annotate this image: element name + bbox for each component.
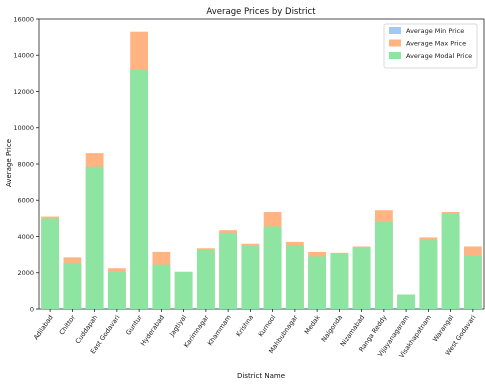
bar <box>152 264 171 309</box>
legend-label: Average Min Price <box>406 27 464 35</box>
bar <box>174 271 193 309</box>
bar <box>130 69 149 309</box>
x-tick-label: Medak <box>303 313 322 335</box>
legend: Average Min Price Average Max Price Averag… <box>383 23 478 69</box>
legend-box <box>383 23 478 69</box>
chart-title: Average Prices by District <box>206 7 316 17</box>
bar <box>352 247 371 309</box>
bar <box>441 213 460 309</box>
y-axis-label: Average Price <box>5 139 13 187</box>
bars-layer <box>41 31 482 309</box>
legend-swatch <box>389 52 401 59</box>
y-tick-label: 2000 <box>17 269 34 277</box>
x-tick-label: Adilabad <box>32 314 55 342</box>
x-axis-label: District Name <box>237 372 285 380</box>
y-tick-label: 14000 <box>13 52 34 60</box>
x-tick-label: Guntur <box>124 313 144 336</box>
bar <box>219 232 238 309</box>
y-tick-label: 6000 <box>17 197 34 205</box>
bar <box>330 253 349 309</box>
bar <box>397 294 416 309</box>
legend-swatch <box>389 27 401 34</box>
x-tick-label: Krishna <box>234 314 255 339</box>
bar <box>463 255 482 309</box>
bar <box>85 166 104 309</box>
bar <box>308 256 327 309</box>
bar <box>374 221 393 309</box>
bar <box>419 240 438 309</box>
bar <box>285 245 304 309</box>
bar <box>63 262 82 309</box>
bar <box>41 218 60 309</box>
y-tick-label: 12000 <box>13 88 34 96</box>
x-tick-label: Jagtiyal <box>167 313 188 338</box>
x-tick-label: Kurnool <box>257 313 278 338</box>
bar <box>263 226 282 309</box>
bar <box>107 271 126 309</box>
bar <box>241 245 260 309</box>
bar <box>196 250 215 309</box>
y-tick-label: 10000 <box>13 124 34 132</box>
x-tick-label: Nalgonda <box>320 314 344 344</box>
legend-label: Average Modal Price <box>406 52 472 60</box>
y-tick-label: 8000 <box>17 160 34 168</box>
legend-swatch <box>389 39 401 47</box>
x-tick-label: Chittor <box>58 313 77 336</box>
y-tick-label: 16000 <box>13 15 34 23</box>
y-tick-label: 4000 <box>17 233 34 241</box>
legend-label: Average Max Price <box>406 40 466 48</box>
y-tick-label: 0 <box>30 305 34 313</box>
x-tick-label: Warangal <box>431 313 455 343</box>
